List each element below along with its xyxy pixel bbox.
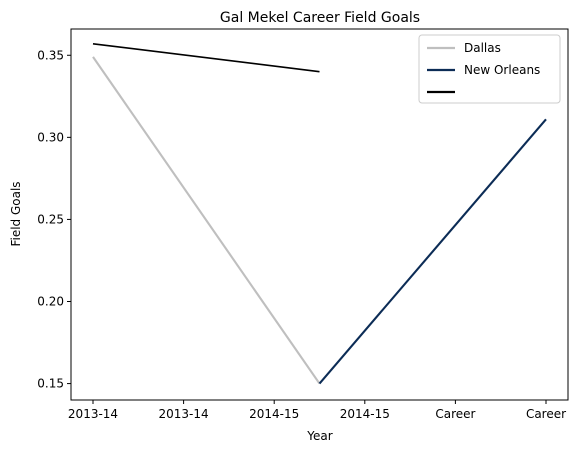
legend-entry-label: New Orleans <box>464 63 540 77</box>
series-layer <box>92 42 547 385</box>
y-tick-label: 0.20 <box>37 295 64 309</box>
y-tick-label: 0.15 <box>37 377 64 391</box>
y-tick-label: 0.25 <box>37 212 64 226</box>
x-tick-label: 2013-14 <box>68 407 118 421</box>
chart-title: Gal Mekel Career Field Goals <box>220 10 420 26</box>
series-line-series-3 <box>92 42 320 73</box>
x-tick-label: 2014-15 <box>340 407 390 421</box>
legend: Dallas New Orleans <box>418 34 561 104</box>
x-tick-label: Career <box>435 407 475 421</box>
plot-area-frame <box>70 28 569 401</box>
x-tick-label: 2013-14 <box>159 407 209 421</box>
legend-entry-label: Dallas <box>464 41 501 55</box>
y-tick-label: 0.30 <box>37 130 64 144</box>
y-axis-label: Field Goals <box>9 181 23 246</box>
legend-box <box>418 34 561 104</box>
x-axis: 2013-14 2013-14 2014-15 2014-15 Career Career <box>68 400 566 421</box>
series-line-dallas <box>92 56 321 385</box>
x-tick-label: 2014-15 <box>249 407 299 421</box>
x-tick-label: Career <box>526 407 566 421</box>
series-line-new-orleans <box>318 118 547 385</box>
y-axis: 0.15 0.20 0.25 0.30 0.35 <box>37 48 71 391</box>
y-tick-label: 0.35 <box>37 48 64 62</box>
x-axis-label: Year <box>306 429 332 443</box>
